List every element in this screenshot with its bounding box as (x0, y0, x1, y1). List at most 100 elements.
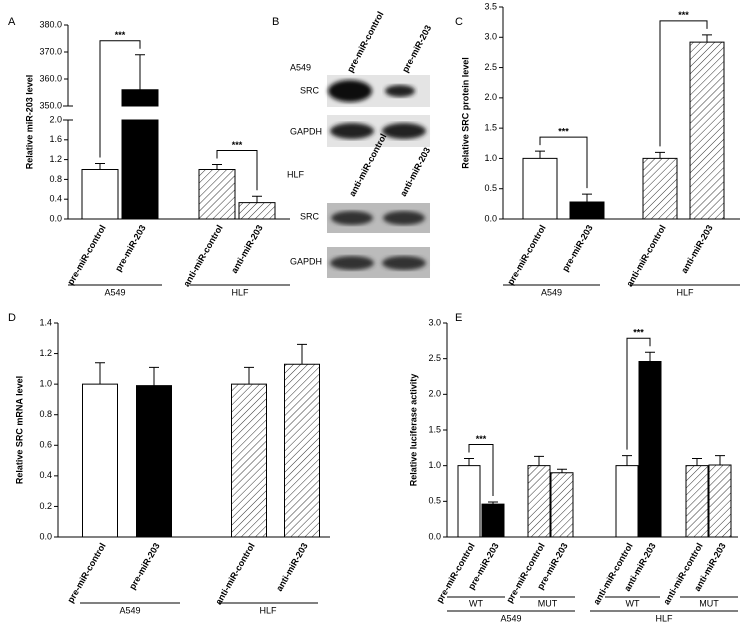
band (331, 211, 373, 225)
subgroup-label: WT (626, 598, 640, 608)
row-label: GAPDH (290, 256, 322, 266)
panel-letter: B (272, 16, 279, 28)
y-tick-label: 2.5 (428, 353, 441, 363)
y-tick-label: 1.0 (484, 153, 497, 163)
x-tick-label: anti-miR-203 (229, 223, 265, 275)
significance: *** (633, 328, 644, 338)
error-bar (244, 366, 254, 385)
y-axis-title: Relative luciferase activity (408, 374, 418, 487)
x-tick-label: anti-miR-203 (274, 541, 310, 593)
group-label: HLF (231, 287, 249, 297)
band (385, 85, 415, 97)
y-tick-label: 1.0 (428, 460, 441, 470)
error-bar (212, 164, 222, 170)
row-label: SRC (300, 85, 320, 95)
significance: *** (232, 140, 243, 150)
bracket (99, 40, 141, 158)
subgroup-label: WT (469, 598, 483, 608)
x-tick-label: pre-miR-control (65, 541, 107, 604)
x-tick-label: pre-miR-203 (560, 223, 595, 273)
subgroup-label: MUT (538, 598, 558, 608)
y-tick-label: 350.0 (39, 100, 62, 110)
error-bar (535, 150, 545, 159)
y-tick-label: 0.4 (39, 470, 52, 480)
group-label: A549 (104, 287, 125, 297)
significance: *** (678, 10, 689, 20)
y-tick-label: 360.0 (39, 73, 62, 83)
y-axis-title: Relative SRC protein level (460, 57, 470, 169)
row-label: SRC (300, 211, 320, 221)
bar (81, 169, 119, 220)
x-tick-label: anti-miR-control (181, 223, 224, 288)
x-tick-label: anti-miR-control (213, 541, 256, 606)
error-bar (464, 458, 474, 466)
bar (198, 169, 236, 220)
y-tick-label: 370.0 (39, 46, 62, 56)
band (382, 123, 426, 139)
y-tick-label: 0.5 (484, 183, 497, 193)
bracket (659, 20, 708, 147)
error-bar (135, 54, 145, 90)
bar (550, 472, 574, 538)
group-label: A549 (500, 613, 521, 623)
y-tick-label: 0.0 (484, 213, 497, 223)
bar (708, 464, 732, 538)
lane-label: anti-miR-203 (398, 146, 432, 198)
y-tick-label: 3.0 (428, 317, 441, 327)
bar (481, 503, 505, 538)
band (330, 123, 374, 139)
group-label: HLF (259, 605, 277, 615)
y-tick-label: 0.8 (39, 409, 52, 419)
error-bar (95, 163, 105, 170)
significance: *** (115, 30, 126, 40)
row-label: GAPDH (290, 126, 322, 136)
bar (689, 41, 725, 220)
x-tick-label: pre-miR-203 (113, 223, 148, 273)
cell-label: A549 (290, 62, 311, 72)
error-bar (534, 455, 544, 466)
y-tick-label: 1.5 (428, 424, 441, 434)
bracket (216, 150, 258, 191)
error-bar (622, 455, 632, 466)
y-tick-label: 1.0 (39, 379, 52, 389)
y-tick-label: 0.5 (428, 496, 441, 506)
x-tick-label: pre-miR-control (505, 223, 547, 286)
error-bar (95, 362, 105, 385)
y-tick-label: 1.6 (49, 134, 62, 144)
band (382, 256, 426, 270)
y-tick-label: 2.0 (428, 389, 441, 399)
group-label: HLF (676, 287, 694, 297)
error-bar (582, 193, 592, 203)
error-bar (715, 455, 725, 465)
band (330, 256, 374, 270)
panel: E Relative luciferase activity 0.0 0.5 1.0 1.… (408, 312, 738, 623)
lane-label: pre-miR-control (345, 10, 386, 74)
y-tick-label: 1.2 (49, 154, 62, 164)
y-tick-label: 0.2 (39, 501, 52, 511)
cell-label: HLF (287, 169, 305, 179)
bar (82, 383, 118, 538)
error-bar (702, 34, 712, 43)
y-tick-label: 0.0 (428, 531, 441, 541)
error-bar (149, 366, 159, 386)
x-tick-label: anti-miR-203 (679, 223, 715, 275)
x-tick-label: pre-miR-control (434, 541, 476, 604)
panel-b: B A549 pre-miR-control pre-miR-203 SRC G… (272, 10, 433, 278)
y-tick-label: 0.8 (49, 174, 62, 184)
group-label: A549 (119, 605, 140, 615)
bar (569, 201, 605, 220)
x-tick-label: pre-miR-control (504, 541, 546, 604)
error-bar (252, 195, 262, 203)
bar (522, 157, 558, 220)
bar (238, 202, 276, 220)
band (328, 80, 372, 102)
y-tick-label: 380.0 (39, 19, 62, 29)
y-axis-title: Relative SRC mRNA level (14, 376, 24, 484)
y-tick-label: 1.2 (39, 348, 52, 358)
error-bar (297, 343, 307, 365)
panel: D Relative SRC mRNA level 0.0 0.2 0.4 0.6 0.8 1… (8, 312, 330, 615)
y-tick-label: 3.0 (484, 32, 497, 42)
y-tick-label: 2.0 (484, 92, 497, 102)
